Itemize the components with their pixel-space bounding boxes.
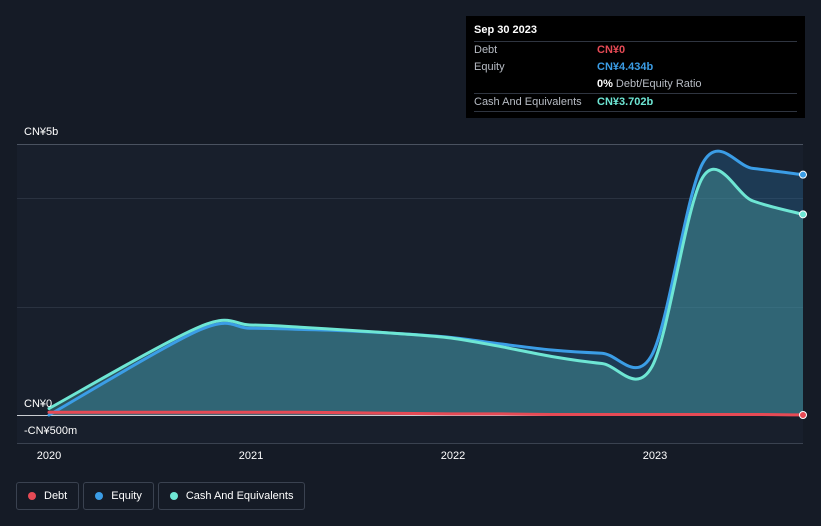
tooltip-bottom-divider [474, 111, 797, 113]
tooltip-row-cash: Cash And Equivalents CN¥3.702b [474, 93, 797, 111]
line-layer [47, 149, 805, 417]
tooltip-debt-label: Debt [474, 44, 498, 56]
x-tick-2022: 2022 [440, 450, 466, 462]
legend-debt-dot-icon [28, 492, 36, 500]
legend: Debt Equity Cash And Equivalents [16, 482, 309, 510]
tooltip-ratio-spacer [474, 76, 597, 93]
endpoint-cash-and-equivalents [799, 210, 807, 219]
x-tick-2023: 2023 [642, 450, 668, 462]
tooltip-row-equity: Equity CN¥4.434b [474, 59, 797, 76]
tooltip-row-ratio: 0% Debt/Equity Ratio [474, 76, 797, 93]
legend-cash-label: Cash And Equivalents [185, 490, 294, 502]
endpoint-debt [799, 411, 807, 419]
tooltip-debt-value: CN¥0 [597, 44, 626, 56]
x-tick-2021: 2021 [238, 450, 264, 462]
tooltip-row-debt: Debt CN¥0 [474, 41, 797, 59]
area-cash-and-equivalents [49, 169, 803, 415]
line-equity [47, 149, 805, 417]
y-axis-bottom-label: -CN¥500m [24, 425, 78, 437]
tooltip-cash-label: Cash And Equivalents [474, 96, 582, 108]
legend-item-cash[interactable]: Cash And Equivalents [157, 482, 306, 510]
tooltip-equity-label: Equity [474, 61, 505, 73]
line-cash-and-equivalents [47, 167, 805, 410]
tooltip-equity-value: CN¥4.434b [597, 61, 654, 73]
legend-equity-dot-icon [95, 492, 104, 500]
x-tick-2020: 2020 [36, 450, 62, 462]
legend-item-debt[interactable]: Debt [16, 482, 80, 510]
endpoint-equity [799, 170, 807, 179]
legend-cash-dot-icon [169, 492, 178, 500]
tooltip-ratio-label: Debt/Equity Ratio [615, 78, 702, 90]
legend-item-equity[interactable]: Equity [83, 482, 154, 510]
area-layer [49, 151, 803, 416]
tooltip: Sep 30 2023 Debt CN¥0 Equity CN¥4.434b 0… [466, 16, 805, 118]
legend-equity-label: Equity [111, 490, 142, 502]
legend-debt-label: Debt [44, 490, 68, 502]
tooltip-date: Sep 30 2023 [474, 24, 537, 36]
line-debt [47, 410, 805, 417]
grid-layer [17, 144, 803, 416]
dot-layer [799, 170, 807, 419]
tooltip-ratio-value: 0% [597, 78, 613, 90]
tooltip-cash-value: CN¥3.702b [597, 96, 654, 108]
y-axis-zero-label: CN¥0 [24, 398, 53, 410]
area-equity [49, 151, 803, 416]
y-axis-top-label: CN¥5b [24, 126, 59, 138]
